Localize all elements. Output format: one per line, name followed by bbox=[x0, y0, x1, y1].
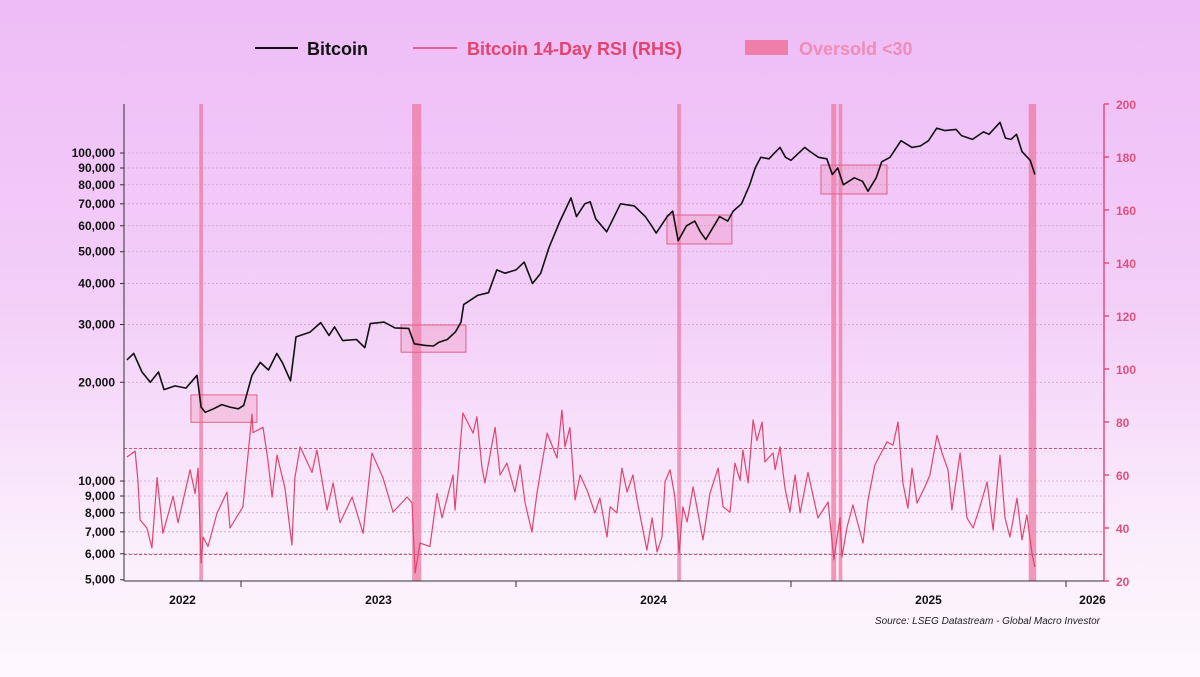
left-tick-label: 8,000 bbox=[85, 506, 115, 520]
right-tick-label: 120 bbox=[1116, 310, 1136, 324]
oversold-band bbox=[838, 104, 843, 581]
left-tick-label: 9,000 bbox=[85, 489, 115, 503]
left-tick-label: 20,000 bbox=[78, 375, 115, 389]
x-tick-label: 2023 bbox=[365, 593, 392, 607]
left-tick-label: 70,000 bbox=[78, 197, 115, 211]
source-note: Source: LSEG Datastream - Global Macro I… bbox=[875, 616, 1101, 627]
gridlines bbox=[124, 152, 1104, 555]
oversold-band bbox=[1028, 104, 1037, 581]
highlight-boxes bbox=[190, 164, 888, 423]
legend: Bitcoin Bitcoin 14-Day RSI (RHS) Oversol… bbox=[255, 39, 913, 59]
left-tick-label: 40,000 bbox=[78, 277, 115, 291]
left-tick-label: 60,000 bbox=[78, 219, 115, 233]
legend-bitcoin-label: Bitcoin bbox=[307, 39, 368, 59]
right-tick-label: 140 bbox=[1116, 257, 1136, 271]
left-tick-label: 5,000 bbox=[85, 573, 115, 587]
right-tick-label: 100 bbox=[1116, 363, 1136, 377]
right-tick-label: 200 bbox=[1116, 98, 1136, 112]
left-tick-label: 7,000 bbox=[85, 525, 115, 539]
right-tick-label: 60 bbox=[1116, 469, 1130, 483]
legend-oversold-swatch bbox=[745, 40, 788, 55]
right-tick-label: 80 bbox=[1116, 416, 1130, 430]
rsi-reference-lines bbox=[124, 448, 1104, 555]
series-lines bbox=[126, 121, 1036, 574]
x-tick-label: 2024 bbox=[640, 593, 667, 607]
right-tick-label: 40 bbox=[1116, 522, 1130, 536]
x-tick-label: 2022 bbox=[169, 593, 196, 607]
oversold-band bbox=[199, 104, 203, 581]
bitcoin-price-line bbox=[126, 121, 1036, 414]
left-tick-label: 30,000 bbox=[78, 318, 115, 332]
left-tick-label: 100,000 bbox=[72, 146, 116, 160]
right-tick-label: 180 bbox=[1116, 151, 1136, 165]
rsi-line bbox=[126, 409, 1036, 574]
oversold-band bbox=[831, 104, 837, 581]
left-tick-label: 10,000 bbox=[78, 474, 115, 488]
oversold-band bbox=[677, 104, 681, 581]
left-tick-label: 50,000 bbox=[78, 245, 115, 259]
left-tick-label: 6,000 bbox=[85, 547, 115, 561]
x-tick-label: 2025 bbox=[915, 593, 942, 607]
right-tick-label: 160 bbox=[1116, 204, 1136, 218]
legend-oversold-label: Oversold <30 bbox=[799, 39, 913, 59]
x-tick-label: 2026 bbox=[1079, 593, 1106, 607]
legend-rsi-label: Bitcoin 14-Day RSI (RHS) bbox=[467, 39, 682, 59]
left-tick-label: 80,000 bbox=[78, 178, 115, 192]
oversold-band bbox=[412, 104, 422, 581]
right-tick-label: 20 bbox=[1116, 575, 1130, 589]
oversold-bands bbox=[199, 104, 1037, 581]
left-tick-label: 90,000 bbox=[78, 161, 115, 175]
